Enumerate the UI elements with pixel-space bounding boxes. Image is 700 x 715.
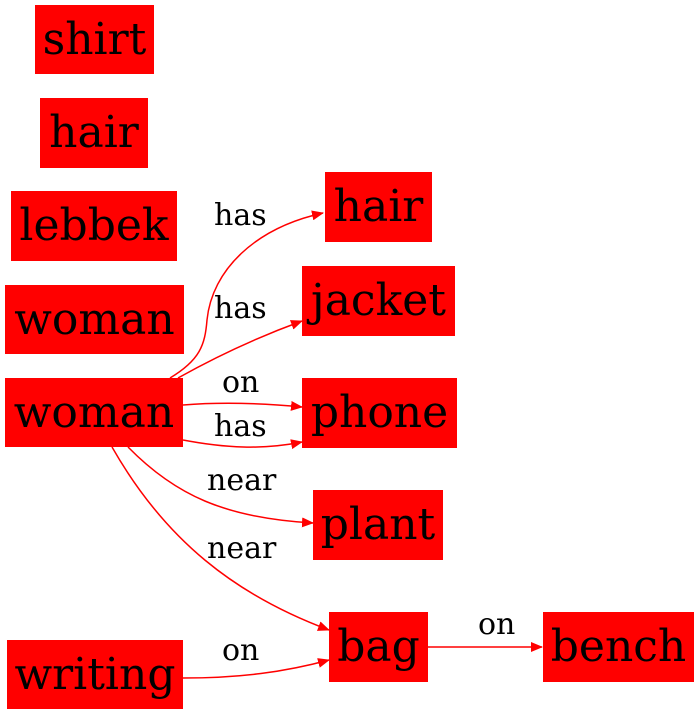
node-woman: woman xyxy=(5,378,183,447)
edge-label-woman-hair: has xyxy=(214,198,267,233)
edge-woman-phone-has xyxy=(182,439,303,450)
edge-woman-phone-on xyxy=(182,400,303,411)
node-hair-target: hair xyxy=(325,172,432,242)
edge-woman-plant xyxy=(127,446,314,528)
edge-woman-hair xyxy=(169,210,324,379)
edge-woman-bag xyxy=(111,446,330,631)
node-lebbek: lebbek xyxy=(11,191,177,261)
node-jacket: jacket xyxy=(302,266,455,336)
edge-label-woman-phone-has: has xyxy=(214,409,267,444)
edge-label-woman-jacket: has xyxy=(214,291,267,326)
edge-label-writing-bag: on xyxy=(222,633,259,668)
node-shirt: shirt xyxy=(35,5,154,74)
node-writing: writing xyxy=(7,640,183,709)
edge-woman-jacket xyxy=(177,320,303,379)
node-phone: phone xyxy=(302,378,457,448)
edge-label-woman-phone-on: on xyxy=(222,365,259,400)
edge-label-bag-bench: on xyxy=(478,607,515,642)
edge-label-woman-bag: near xyxy=(207,531,277,566)
node-hair: hair xyxy=(40,98,148,168)
edge-writing-bag xyxy=(182,658,330,679)
node-woman-top: woman xyxy=(5,285,184,354)
edge-label-woman-plant: near xyxy=(207,463,277,498)
node-bag: bag xyxy=(329,612,428,682)
node-bench: bench xyxy=(543,612,694,682)
node-plant: plant xyxy=(313,490,443,560)
